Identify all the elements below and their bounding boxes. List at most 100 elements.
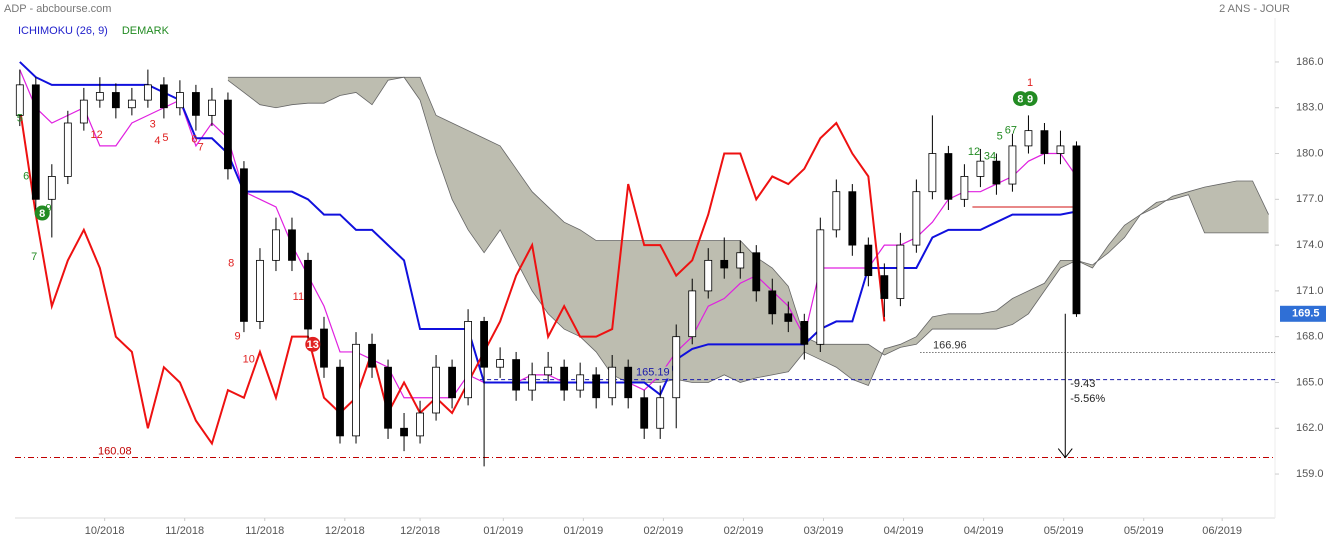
x-tick-label: 05/2019 (1044, 525, 1084, 537)
candle-body (95, 92, 104, 101)
x-tick-label: 02/2019 (644, 525, 684, 537)
y-tick-label: 183.0 (1296, 102, 1324, 114)
indicator-line (18, 107, 886, 446)
demark-label: 8 (39, 208, 45, 220)
candle-body (1072, 145, 1081, 315)
x-tick-label: 02/2019 (724, 525, 764, 537)
candle-body (272, 229, 280, 261)
demark-label: 8 (228, 257, 234, 269)
x-tick-label: 10/2018 (85, 525, 125, 537)
x-tick-label: 04/2019 (884, 525, 924, 537)
demark-circle (305, 336, 321, 352)
indicator-label: ICHIMOKU (26, 9) (18, 25, 108, 37)
candle-body (192, 92, 200, 116)
candle-body (47, 176, 56, 200)
cloud-edge (227, 76, 1269, 387)
candle-body (864, 244, 873, 277)
last-price-label: 169.5 (1292, 308, 1320, 320)
candle-body (624, 366, 633, 399)
x-tick-label: 01/2019 (483, 525, 523, 537)
candle-body (1040, 130, 1049, 154)
demark-label: 3 (150, 118, 156, 130)
candle-body (400, 427, 408, 437)
x-tick-label: 06/2019 (1202, 525, 1242, 537)
demark-label: 7 (31, 251, 37, 263)
demark-label: 11 (293, 291, 304, 303)
candle-body (912, 191, 921, 246)
demark-label: 8 (1017, 93, 1023, 105)
demark-label: 5 (17, 112, 23, 124)
candle-body (336, 366, 344, 437)
demark-label: 7 (198, 141, 204, 153)
candle-body (496, 359, 505, 368)
x-tick-label: 01/2019 (563, 525, 603, 537)
candle-body (416, 412, 424, 437)
candle-body (448, 366, 456, 399)
candle-body (528, 374, 537, 391)
level-label: 160.08 (98, 445, 132, 457)
candle-body (79, 99, 88, 124)
y-tick-label: 186.0 (1296, 56, 1324, 68)
x-tick-label: 05/2019 (1124, 525, 1164, 537)
x-tick-label: 04/2019 (964, 525, 1004, 537)
measure-arrowhead (1057, 448, 1073, 459)
candle-body (352, 343, 360, 437)
candle-body (976, 160, 985, 177)
level-label: 166.96 (933, 339, 967, 351)
demark-label: 12 (968, 146, 980, 158)
demark-label: 9 (46, 202, 52, 214)
candle-body (640, 397, 649, 429)
candle-body (880, 275, 889, 299)
candle-body (944, 153, 953, 200)
demark-label: 6 (191, 134, 197, 146)
candle-body (176, 92, 184, 109)
demark-label: 4 (154, 135, 160, 147)
candle-body (800, 321, 809, 345)
candle-body (720, 259, 729, 269)
candle-body (320, 328, 328, 368)
candle-body (368, 343, 376, 368)
candle-body (576, 374, 585, 391)
demark-label: 67 (1005, 125, 1017, 137)
y-tick-label: 168.0 (1296, 331, 1324, 343)
measure-label: -5.56% (1070, 393, 1105, 405)
candle-body (992, 160, 1001, 185)
candle-body (768, 290, 777, 315)
demark-circle (1022, 91, 1038, 107)
x-tick-label: 11/2018 (245, 525, 284, 537)
candle-body (752, 252, 761, 292)
candle-body (656, 397, 665, 429)
candle-body (928, 153, 937, 193)
candle-body (816, 229, 825, 345)
candle-body (608, 366, 617, 399)
y-tick-label: 174.0 (1296, 239, 1324, 251)
x-tick-label: 11/2018 (165, 525, 204, 537)
y-tick-label: 177.0 (1296, 193, 1324, 205)
candle-body (832, 191, 841, 231)
candle-body (256, 259, 264, 322)
candle-body (159, 84, 168, 109)
demark-label: 5 (162, 132, 168, 144)
candle-body (1024, 130, 1033, 147)
last-price-box (1280, 305, 1326, 322)
candle-body (784, 313, 793, 322)
demark-circle (34, 205, 50, 221)
candle-body (672, 336, 681, 399)
demark-label: 12 (91, 129, 103, 141)
candle-body (288, 229, 296, 261)
y-tick-label: 180.0 (1296, 147, 1324, 159)
y-tick-label: 165.0 (1296, 376, 1324, 388)
candle-body (111, 92, 120, 109)
demark-label: 10 (243, 353, 255, 365)
candle-body (560, 366, 569, 391)
candle-body (143, 84, 152, 101)
indicator-label: DEMARK (122, 25, 170, 37)
candle-body (384, 366, 392, 429)
candle-body (208, 99, 216, 116)
candle-body (240, 168, 248, 322)
period-label: 2 ANS - JOUR (1219, 3, 1290, 15)
candle-body (512, 359, 521, 391)
candle-body (464, 321, 472, 399)
